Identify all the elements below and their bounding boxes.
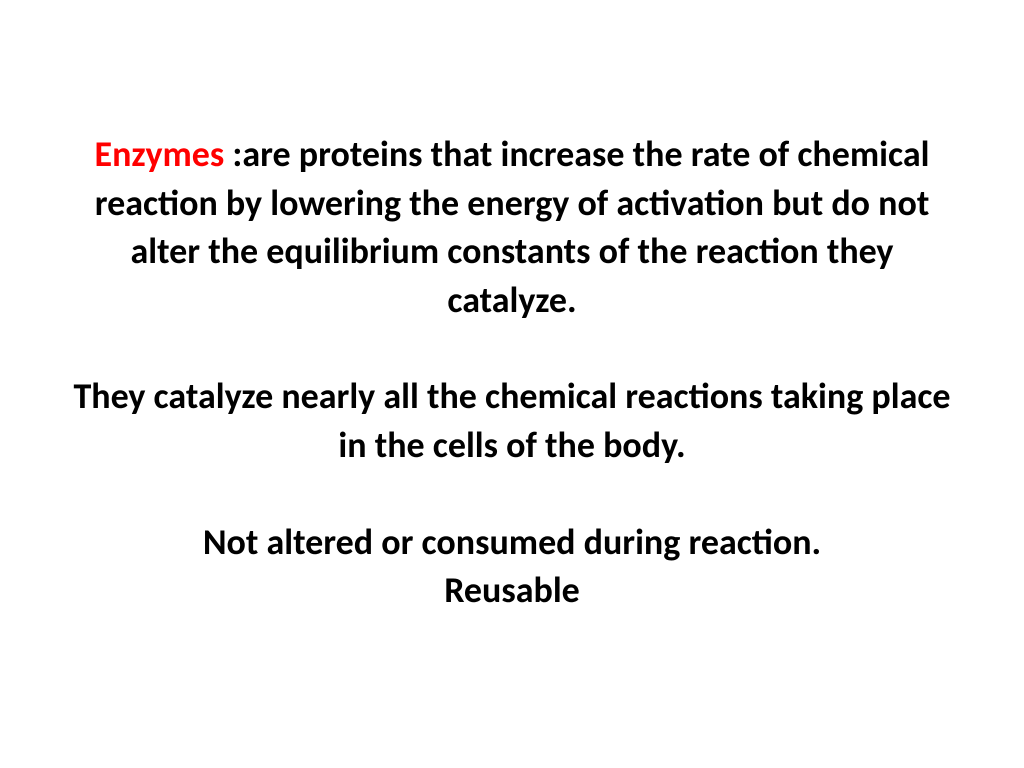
properties-paragraph: Not altered or consumed during reaction.…	[70, 518, 954, 615]
definition-paragraph: Enzymes :are proteins that increase the …	[70, 130, 954, 324]
not-altered-line: Not altered or consumed during reaction.	[203, 520, 821, 564]
colon-separator: :	[224, 132, 242, 176]
catalyze-paragraph: They catalyze nearly all the chemical re…	[70, 372, 954, 469]
reusable-line: Reusable	[444, 568, 580, 612]
highlight-term: Enzymes	[95, 132, 225, 176]
